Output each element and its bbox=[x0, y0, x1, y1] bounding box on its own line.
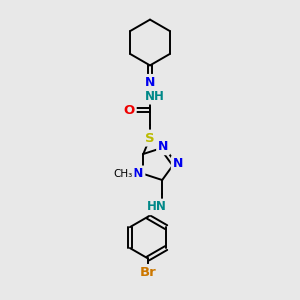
Text: N: N bbox=[158, 140, 168, 153]
Text: HN: HN bbox=[147, 200, 167, 213]
Text: N: N bbox=[173, 158, 183, 170]
Text: N: N bbox=[145, 76, 155, 89]
Text: S: S bbox=[145, 132, 155, 145]
Text: O: O bbox=[124, 104, 135, 117]
Text: N: N bbox=[133, 167, 143, 180]
Text: Br: Br bbox=[140, 266, 156, 279]
Text: CH₃: CH₃ bbox=[114, 169, 133, 179]
Text: NH: NH bbox=[145, 90, 165, 103]
